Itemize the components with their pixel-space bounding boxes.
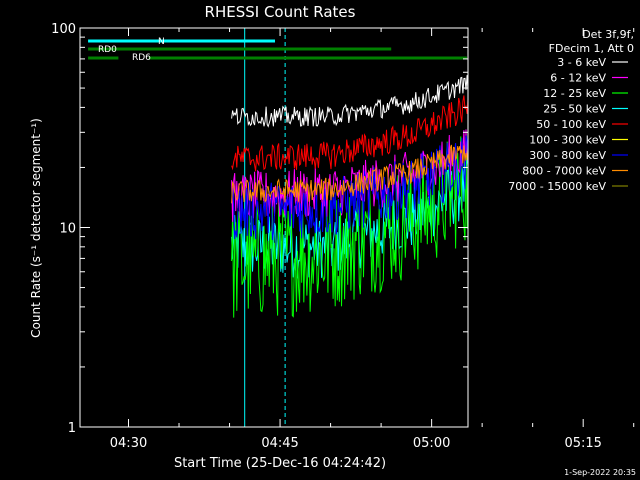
x-tick-label-3: 05:15 xyxy=(564,436,601,451)
flag-label-N: N xyxy=(158,37,165,47)
legend-entry-3: 25 - 50 keV xyxy=(543,103,606,116)
flag-label-RD0: RD0 xyxy=(98,45,117,55)
series-line-800-7000keV xyxy=(231,143,468,204)
legend-entry-1: 6 - 12 keV xyxy=(550,72,606,85)
x-axis-label: Start Time (25-Dec-16 04:24:42) xyxy=(174,456,386,471)
legend-header-1: FDecim 1, Att 0 xyxy=(549,42,634,55)
flag-label-RD6: RD6 xyxy=(132,53,151,63)
legend-header-0: Det 3f,9f, xyxy=(582,28,634,41)
series-line-12-25keV xyxy=(231,136,468,318)
plot-area: N RD0 RD6 xyxy=(88,28,468,427)
axes: 04:3004:4505:0005:1505:3005:4506:0011010… xyxy=(51,22,635,451)
legend: Det 3f,9f,FDecim 1, Att 03 - 6 keV 6 - 12… xyxy=(508,28,634,193)
legend-entry-2: 12 - 25 keV xyxy=(543,87,606,100)
y-tick-label-2: 100 xyxy=(51,22,76,37)
series-line-3-6keV xyxy=(231,75,468,128)
x-tick-label-1: 04:45 xyxy=(261,436,298,451)
x-tick-label-2: 05:00 xyxy=(413,436,450,451)
plot-contents xyxy=(88,28,468,427)
legend-entry-8: 7000 - 15000 keV xyxy=(508,180,606,193)
legend-entry-4: 50 - 100 keV xyxy=(536,118,606,131)
y-axis-label: Count Rate (s⁻¹ detector segment⁻¹) xyxy=(29,118,43,338)
y-tick-label-1: 10 xyxy=(59,222,76,237)
legend-entry-0: 3 - 6 keV xyxy=(557,56,606,69)
legend-entry-7: 800 - 7000 keV xyxy=(522,165,606,178)
x-tick-label-0: 04:30 xyxy=(110,436,147,451)
chart-title: RHESSI Count Rates xyxy=(205,3,356,21)
legend-entry-6: 300 - 800 keV xyxy=(529,149,606,162)
legend-entry-5: 100 - 300 keV xyxy=(529,134,606,147)
date-stamp: 1-Sep-2022 20:35 xyxy=(564,468,636,477)
y-tick-label-0: 1 xyxy=(68,421,76,436)
series-line-50-100keV xyxy=(231,95,468,172)
